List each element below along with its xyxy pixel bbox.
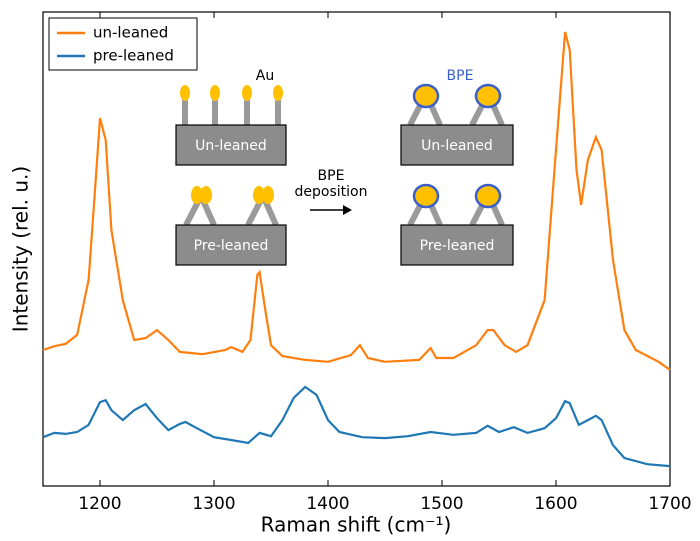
y-axis-label: Intensity (rel. u.) bbox=[9, 166, 33, 332]
au-label: Au bbox=[256, 68, 274, 84]
box-label: Pre-leaned bbox=[420, 238, 495, 254]
bpe-label: BPE bbox=[447, 68, 474, 84]
plot-frame bbox=[42, 11, 671, 487]
box-label: Un-leaned bbox=[195, 138, 267, 154]
x-tick-label: 1600 bbox=[534, 494, 577, 514]
legend-box bbox=[48, 17, 198, 71]
x-axis-label: Raman shift (cm⁻¹) bbox=[261, 513, 452, 537]
data-line bbox=[42, 31, 671, 371]
legend-label: pre-leaned bbox=[93, 47, 174, 65]
x-tick-label: 1300 bbox=[192, 494, 235, 514]
arrow-label: BPE bbox=[318, 168, 345, 184]
x-tick-label: 1500 bbox=[420, 494, 463, 514]
box-label: Pre-leaned bbox=[194, 238, 269, 254]
x-tick-label: 1700 bbox=[648, 494, 691, 514]
legend-label: un-leaned bbox=[93, 24, 168, 42]
x-tick-label: 1200 bbox=[78, 494, 121, 514]
x-tick-label: 1400 bbox=[306, 494, 349, 514]
box-label: Un-leaned bbox=[421, 138, 493, 154]
data-line bbox=[42, 385, 671, 468]
arrow-label: deposition bbox=[295, 184, 368, 200]
inset-diagram: Au Un-leaned Pre-leaned BPE deposition B… bbox=[175, 68, 514, 266]
